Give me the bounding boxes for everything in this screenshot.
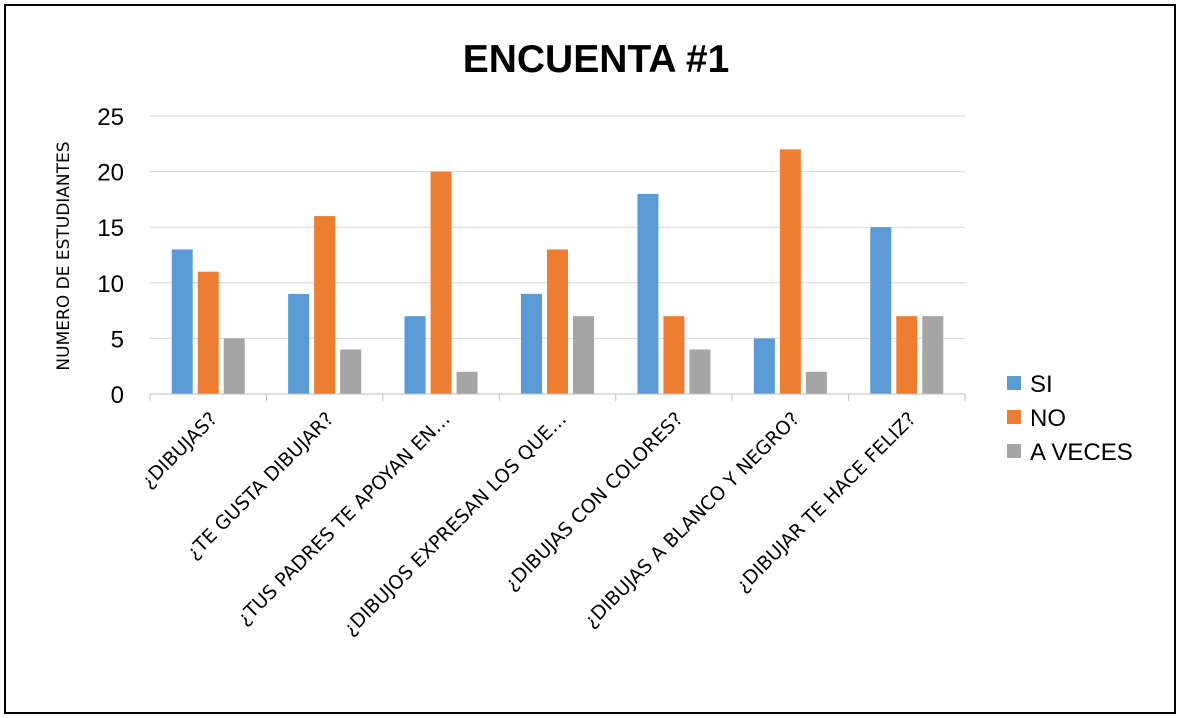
y-tick-label: 25 [97, 104, 124, 131]
bar [663, 316, 685, 394]
bar [430, 171, 452, 394]
bar [456, 371, 478, 394]
y-axis-label: NUMERO DE ESTUDIANTES [54, 141, 74, 370]
legend-label: SI [1030, 371, 1053, 398]
bar [896, 316, 918, 394]
bar [197, 271, 219, 394]
bar [171, 249, 193, 394]
bar [779, 149, 801, 394]
legend-swatch [1007, 410, 1021, 424]
chart-title: ENCUENTA #1 [463, 38, 730, 81]
bar [637, 193, 659, 394]
x-category-label: ¿DIBUJOS EXPRESAN LOS QUE… [339, 408, 571, 640]
bar [689, 349, 711, 394]
legend-label: A VECES [1030, 439, 1133, 466]
bar [922, 316, 944, 394]
y-tick-label: 15 [97, 215, 124, 242]
y-tick-label: 10 [97, 271, 124, 298]
bar [521, 293, 542, 394]
bar [314, 216, 336, 394]
x-category-label: ¿TUS PADRES TE APOYAN EN… [233, 408, 455, 630]
bar [870, 227, 892, 394]
y-tick-label: 0 [111, 382, 124, 409]
y-tick-label: 5 [111, 326, 124, 353]
bar [223, 338, 245, 394]
bar [805, 371, 827, 394]
bar [547, 249, 568, 394]
y-tick-label: 20 [97, 160, 124, 187]
x-category-label: ¿DIBUJAS A BLANCO Y NEGRO? [580, 408, 804, 632]
bar [288, 293, 310, 394]
legend-swatch [1007, 444, 1021, 458]
bar [573, 316, 594, 394]
legend-label: NO [1030, 405, 1066, 432]
legend-swatch [1007, 376, 1021, 390]
bar [340, 349, 362, 394]
bar [753, 338, 775, 394]
bar [404, 316, 426, 394]
x-category-label: ¿DIBUJAS? [137, 408, 222, 493]
